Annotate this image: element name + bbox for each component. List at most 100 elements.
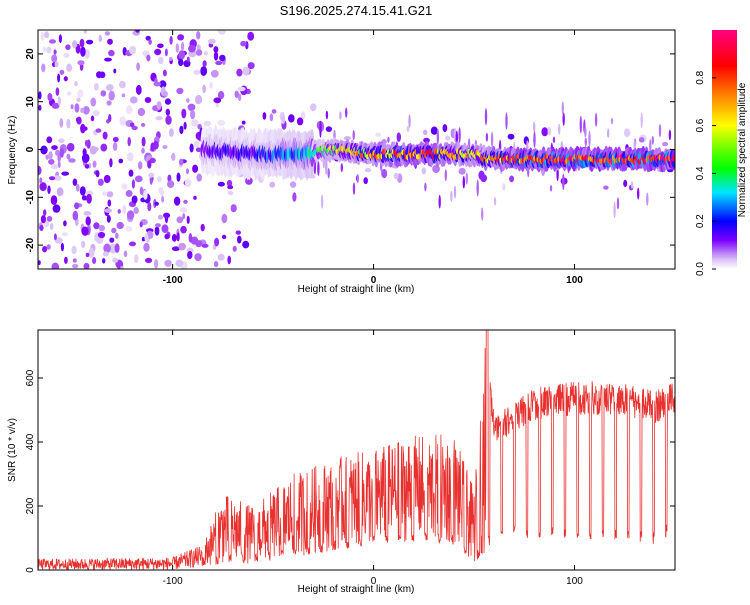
streak-blob xyxy=(668,129,672,141)
noise-blob xyxy=(176,87,184,95)
noise-blob xyxy=(84,140,89,147)
noise-blob xyxy=(54,237,63,244)
noise-blob xyxy=(502,183,506,191)
noise-blob xyxy=(242,66,250,76)
noise-blob xyxy=(134,254,139,264)
y-tick-label: -20 xyxy=(25,237,36,252)
noise-blob xyxy=(192,164,199,173)
y-tick-label: 20 xyxy=(25,48,36,60)
noise-blob xyxy=(38,91,42,100)
snr-xlabel: Height of straight line (km) xyxy=(298,584,415,595)
streak-blob xyxy=(533,131,536,148)
y-tick-label: -10 xyxy=(25,190,36,205)
noise-blob xyxy=(106,191,114,198)
noise-blob xyxy=(310,103,317,112)
noise-blob xyxy=(112,136,119,143)
noise-blob xyxy=(98,34,103,43)
noise-blob xyxy=(61,171,70,176)
noise-blob xyxy=(72,258,77,263)
noise-blob xyxy=(139,186,144,195)
noise-blob xyxy=(74,103,80,113)
noise-blob xyxy=(154,201,159,206)
noise-blob xyxy=(157,43,164,49)
noise-blob xyxy=(92,257,97,264)
noise-blob xyxy=(188,44,196,53)
noise-blob xyxy=(72,263,79,269)
noise-blob xyxy=(38,104,42,111)
y-tick-label: 0 xyxy=(25,567,36,573)
streak-blob xyxy=(533,121,536,133)
noise-blob xyxy=(147,201,152,212)
noise-blob xyxy=(156,176,162,183)
streak-blob xyxy=(319,120,322,138)
noise-blob xyxy=(48,151,53,160)
streak-blob xyxy=(345,107,348,118)
colorbar-tick-label: 0.4 xyxy=(695,166,706,180)
noise-blob xyxy=(95,128,102,133)
noise-blob xyxy=(53,49,57,55)
noise-blob xyxy=(129,45,137,55)
noise-blob xyxy=(237,86,246,92)
noise-blob xyxy=(187,103,196,112)
noise-blob xyxy=(57,73,61,83)
noise-blob xyxy=(93,83,99,91)
noise-blob xyxy=(153,259,159,269)
noise-blob xyxy=(70,104,74,110)
noise-blob xyxy=(179,207,188,213)
noise-blob xyxy=(161,195,165,203)
colorbar-tick-label: 0.0 xyxy=(695,262,706,276)
noise-blob xyxy=(98,224,106,232)
noise-blob xyxy=(119,80,126,89)
noise-blob xyxy=(221,213,228,224)
colorbar-label: Normalized spectral amplitude xyxy=(737,82,748,217)
noise-blob xyxy=(213,46,219,53)
noise-blob xyxy=(88,247,95,258)
figure-title: S196.2025.274.15.41.G21 xyxy=(280,3,433,18)
noise-blob xyxy=(81,195,88,201)
noise-blob xyxy=(115,232,119,239)
streak-blob xyxy=(327,168,330,179)
noise-blob xyxy=(218,30,226,35)
noise-blob xyxy=(184,178,192,187)
noise-blob xyxy=(45,154,49,160)
noise-blob xyxy=(52,204,61,213)
noise-blob xyxy=(39,177,43,185)
streak-blob xyxy=(505,112,508,130)
noise-blob xyxy=(442,124,448,133)
noise-blob xyxy=(81,240,86,248)
noise-blob xyxy=(227,190,234,196)
noise-blob xyxy=(164,259,172,267)
noise-blob xyxy=(106,100,112,106)
noise-blob xyxy=(175,259,184,267)
noise-blob xyxy=(183,199,188,204)
snr-ylabel: SNR (10 * v/v) xyxy=(7,418,18,482)
noise-blob xyxy=(102,258,106,264)
streak-blob xyxy=(556,167,559,181)
noise-blob xyxy=(125,226,133,232)
noise-blob xyxy=(38,260,41,265)
noise-blob xyxy=(103,243,111,254)
noise-blob xyxy=(54,61,59,68)
colorbar: 0.0 0.2 0.4 0.6 0.8 Normalized spectral ampl… xyxy=(695,30,748,276)
noise-blob xyxy=(82,106,90,115)
y-tick-label: 10 xyxy=(25,96,36,108)
x-tick-label: -100 xyxy=(163,275,183,286)
streak-blob xyxy=(320,194,324,209)
noise-blob xyxy=(181,108,187,119)
noise-blob xyxy=(123,250,128,258)
snr-series xyxy=(38,330,675,570)
noise-blob xyxy=(50,163,59,170)
streak-blob xyxy=(651,135,654,145)
noise-blob xyxy=(81,226,89,236)
noise-blob xyxy=(85,252,90,258)
noise-blob xyxy=(47,185,51,194)
noise-blob xyxy=(85,216,91,226)
noise-blob xyxy=(271,109,277,114)
noise-blob xyxy=(128,169,134,177)
x-tick-label: 0 xyxy=(371,576,377,587)
noise-blob xyxy=(131,195,138,204)
noise-blob xyxy=(226,179,233,187)
noise-blob xyxy=(59,118,64,128)
noise-blob xyxy=(63,76,68,82)
noise-blob xyxy=(149,175,153,185)
